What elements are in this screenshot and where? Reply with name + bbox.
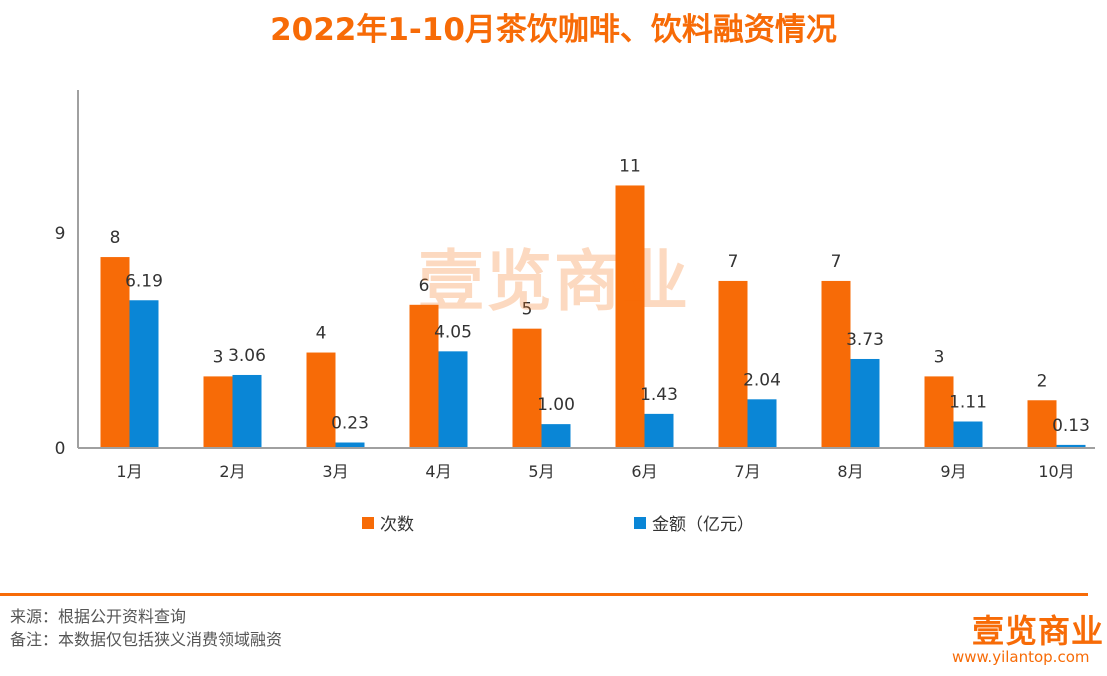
data-label-amount-8: 3.73: [846, 330, 884, 350]
data-label-count-7: 7: [728, 252, 739, 272]
footer-divider: [0, 593, 1088, 596]
bar-amount-5: [541, 424, 571, 448]
data-label-count-10: 2: [1037, 371, 1048, 391]
data-label-amount-4: 4.05: [434, 322, 472, 342]
bar-count-8: [821, 280, 851, 448]
bar-amount-8: [850, 358, 880, 448]
x-tick-label: 9月: [940, 462, 966, 481]
bar-amount-4: [438, 351, 468, 448]
legend-item-amount: 金额（亿元）: [634, 510, 754, 535]
x-tick-label: 1月: [116, 462, 142, 481]
data-label-count-4: 6: [419, 276, 430, 296]
bar-amount-9: [953, 421, 983, 448]
x-tick-label: 3月: [322, 462, 348, 481]
brand-url[interactable]: www.yilantop.com: [952, 648, 1090, 666]
data-label-amount-5: 1.00: [537, 395, 575, 415]
bar-amount-3: [335, 442, 365, 448]
legend-item-count: 次数: [362, 510, 414, 535]
bar-amount-10: [1056, 444, 1086, 448]
bar-count-2: [203, 376, 233, 448]
watermark: 壹览商业: [418, 243, 690, 320]
data-label-count-1: 8: [110, 228, 121, 248]
bar-amount-1: [129, 300, 159, 448]
legend-swatch-count: [362, 516, 374, 529]
bar-count-4: [409, 304, 439, 448]
legend-label-amount: 金额（亿元）: [652, 515, 754, 535]
chart-title: 2022年1-10月茶饮咖啡、饮料融资情况: [270, 12, 837, 48]
x-tick-label: 2月: [219, 462, 245, 481]
data-label-amount-7: 2.04: [743, 370, 781, 390]
bar-amount-2: [232, 374, 262, 448]
data-label-count-2: 3: [213, 347, 224, 367]
data-label-count-3: 4: [316, 324, 327, 344]
bar-count-6: [615, 185, 645, 448]
bar-amount-6: [644, 413, 674, 448]
x-tick-label: 6月: [631, 462, 657, 481]
x-tick-label: 4月: [425, 462, 451, 481]
data-label-count-6: 11: [619, 156, 641, 176]
legend-swatch-amount: [634, 516, 646, 529]
data-label-amount-9: 1.11: [949, 393, 987, 413]
data-label-count-9: 3: [934, 347, 945, 367]
x-tick-label: 7月: [734, 462, 760, 481]
x-tick-label: 5月: [528, 462, 554, 481]
data-label-amount-2: 3.06: [228, 346, 266, 366]
data-label-count-8: 7: [831, 252, 842, 272]
data-label-amount-6: 1.43: [640, 385, 678, 405]
source-note: 来源：根据公开资料查询: [10, 607, 187, 626]
bar-count-10: [1027, 400, 1057, 448]
data-label-amount-10: 0.13: [1052, 416, 1090, 436]
x-tick-label: 10月: [1038, 462, 1074, 481]
bar-count-5: [512, 328, 542, 448]
x-tick-label: 8月: [837, 462, 863, 481]
bar-count-3: [306, 352, 336, 448]
data-label-amount-3: 0.23: [331, 414, 369, 434]
legend-label-count: 次数: [380, 515, 414, 535]
bar-count-9: [924, 376, 954, 448]
bar-chart: 86.193 3.0640.2364.0551.00111.4372.0473.7…: [55, 90, 1095, 481]
y-tick-label: 9: [55, 224, 66, 244]
y-tick-label: 0: [55, 439, 66, 459]
bar-amount-7: [747, 399, 777, 448]
brand-logo: 壹览商业: [972, 612, 1105, 650]
remark-note: 备注：本数据仅包括狭义消费领域融资: [10, 630, 283, 649]
bar-count-1: [100, 257, 130, 448]
data-label-count-5: 5: [522, 300, 533, 320]
bar-count-7: [718, 280, 748, 448]
data-label-amount-1: 6.19: [125, 271, 163, 291]
